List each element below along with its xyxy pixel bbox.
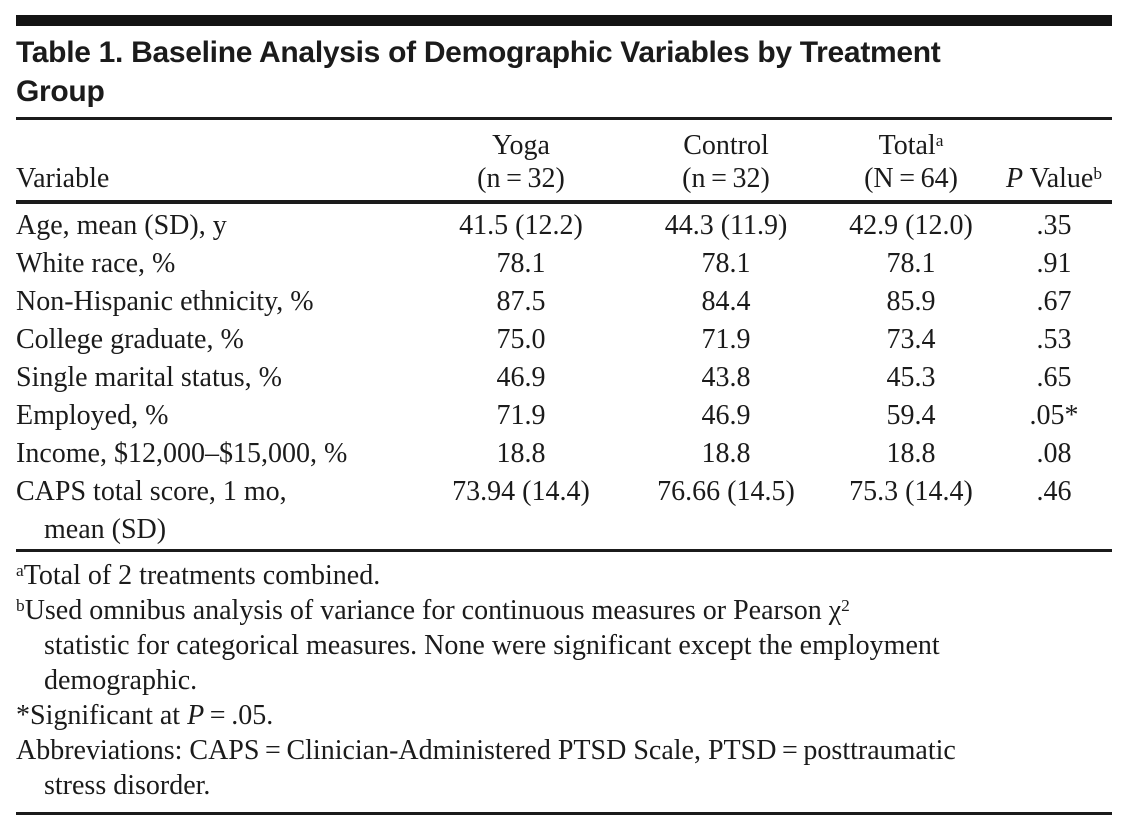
table-footnotes: aTotal of 2 treatments combined. bUsed o… <box>16 552 1112 815</box>
cell-p-value: .67 <box>1036 286 1072 317</box>
cell-total: 73.4 <box>886 324 936 355</box>
cell-control: 46.9 <box>701 400 751 431</box>
cell-variable: White race, % <box>16 248 176 279</box>
cell-control: 18.8 <box>701 438 751 469</box>
cell-variable-line1: CAPS total score, 1 mo, <box>16 476 287 507</box>
cell-total: 75.3 (14.4) <box>826 473 996 552</box>
cell-variable-line2: mean (SD) <box>44 514 167 545</box>
baseline-demographics-table: Variable Yoga (n = 32) Control (n = 32) … <box>16 117 1112 552</box>
chi-squared-exponent: 2 <box>841 595 850 615</box>
footnote-marker-b-ref: b <box>1093 163 1103 183</box>
cell-p-value: .53 <box>1036 324 1072 355</box>
column-header-p-value-label: P Valueb <box>1005 163 1103 194</box>
column-header-yoga: Yoga (n = 32) <box>416 118 626 204</box>
column-header-yoga-group: Yoga <box>492 130 550 161</box>
cell-yoga: 78.1 <box>496 248 546 279</box>
footnote-a-marker: a <box>16 560 24 580</box>
column-header-control-group: Control <box>683 130 769 161</box>
column-header-variable-label: Variable <box>16 163 110 194</box>
cell-p-value: .65 <box>1036 362 1072 393</box>
cell-control: 43.8 <box>701 362 751 393</box>
table-header: Variable Yoga (n = 32) Control (n = 32) … <box>16 118 1112 204</box>
cell-variable: CAPS total score, 1 mo, mean (SD) <box>16 473 416 552</box>
cell-total: 45.3 <box>886 362 936 393</box>
cell-control: 71.9 <box>701 324 751 355</box>
table-row-marital: Single marital status, % 46.9 43.8 45.3 … <box>16 359 1112 397</box>
column-header-variable: Variable <box>16 118 416 204</box>
column-header-total-n: (N = 64) <box>864 163 958 194</box>
column-header-p-value: P Valueb <box>996 118 1112 204</box>
footnote-a: aTotal of 2 treatments combined. <box>16 558 1112 593</box>
footnote-b-marker: b <box>16 595 25 615</box>
cell-variable: College graduate, % <box>16 324 244 355</box>
table-row-caps-score: CAPS total score, 1 mo, mean (SD) 73.94 … <box>16 473 1112 552</box>
cell-variable: Employed, % <box>16 400 169 431</box>
header-row: Variable Yoga (n = 32) Control (n = 32) … <box>16 118 1112 204</box>
footnote-a-text: Total of 2 treatments combined. <box>23 560 381 591</box>
cell-total: 85.9 <box>886 286 936 317</box>
footnote-b-line2: statistic for categorical measures. None… <box>44 630 940 661</box>
cell-p-value: .35 <box>1036 210 1072 241</box>
cell-yoga: 87.5 <box>496 286 546 317</box>
cell-variable: Non-Hispanic ethnicity, % <box>16 286 314 317</box>
cell-yoga: 41.5 (12.2) <box>459 210 583 241</box>
cell-control: 78.1 <box>701 248 751 279</box>
top-rule-bar <box>16 15 1112 26</box>
cell-yoga: 73.94 (14.4) <box>416 473 626 552</box>
column-header-yoga-n: (n = 32) <box>477 163 565 194</box>
cell-total: 42.9 (12.0) <box>849 210 973 241</box>
cell-p-value: .91 <box>1036 248 1072 279</box>
column-header-total: Totala (N = 64) <box>826 118 996 204</box>
cell-total: 59.4 <box>886 400 936 431</box>
table-title-line2: Group <box>16 75 105 108</box>
table-row-employed: Employed, % 71.9 46.9 59.4 .05* <box>16 397 1112 435</box>
footnote-b: bUsed omnibus analysis of variance for c… <box>16 593 1112 698</box>
table-row-college: College graduate, % 75.0 71.9 73.4 .53 <box>16 321 1112 359</box>
footnote-b-line3: demographic. <box>44 665 198 696</box>
footnote-marker-a-ref: a <box>935 130 944 150</box>
column-header-total-group: Totala <box>878 130 944 161</box>
cell-control: 76.66 (14.5) <box>626 473 826 552</box>
table-row-income: Income, $12,000–$15,000, % 18.8 18.8 18.… <box>16 435 1112 473</box>
column-header-control-n: (n = 32) <box>682 163 770 194</box>
cell-variable: Income, $12,000–$15,000, % <box>16 438 348 469</box>
table-title: Table 1. Baseline Analysis of Demographi… <box>16 33 1112 111</box>
table-body: Age, mean (SD), y 41.5 (12.2) 44.3 (11.9… <box>16 202 1112 552</box>
table-row-white-race: White race, % 78.1 78.1 78.1 .91 <box>16 245 1112 283</box>
cell-p-value: .05* <box>1029 400 1079 431</box>
footnote-abbreviations-line2: stress disorder. <box>44 770 211 801</box>
cell-control: 84.4 <box>701 286 751 317</box>
table-row-age: Age, mean (SD), y 41.5 (12.2) 44.3 (11.9… <box>16 202 1112 245</box>
cell-yoga: 18.8 <box>496 438 546 469</box>
cell-control: 44.3 (11.9) <box>664 210 788 241</box>
table-title-line1: Table 1. Baseline Analysis of Demographi… <box>16 36 941 69</box>
cell-yoga: 71.9 <box>496 400 546 431</box>
footnote-significance: *Significant at P = .05. <box>16 700 274 731</box>
cell-total: 18.8 <box>886 438 936 469</box>
cell-variable: Age, mean (SD), y <box>16 210 227 241</box>
column-header-control: Control (n = 32) <box>626 118 826 204</box>
cell-variable: Single marital status, % <box>16 362 282 393</box>
cell-yoga: 46.9 <box>496 362 546 393</box>
cell-p-value: .46 <box>996 473 1112 552</box>
cell-total: 78.1 <box>886 248 936 279</box>
cell-yoga: 75.0 <box>496 324 546 355</box>
cell-p-value: .08 <box>1036 438 1072 469</box>
footnote-abbreviations-line1: Abbreviations: CAPS = Clinician-Administ… <box>16 735 956 766</box>
asterisk-marker: * <box>16 700 30 731</box>
footnote-abbreviations: Abbreviations: CAPS = Clinician-Administ… <box>16 733 1112 803</box>
footnote-b-line1: bUsed omnibus analysis of variance for c… <box>16 595 850 626</box>
table-row-ethnicity: Non-Hispanic ethnicity, % 87.5 84.4 85.9… <box>16 283 1112 321</box>
